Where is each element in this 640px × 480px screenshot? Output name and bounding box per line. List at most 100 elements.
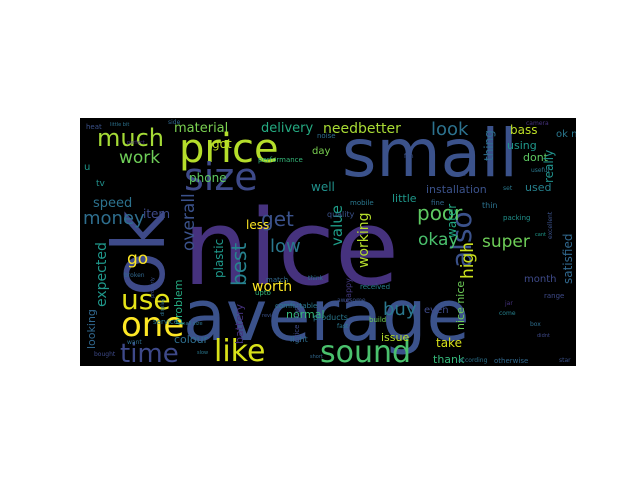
cloud-word: ok nice <box>556 129 576 140</box>
cloud-word: bought <box>94 351 116 358</box>
cloud-word: products <box>313 313 348 322</box>
cloud-word: slow <box>197 350 208 356</box>
cloud-word: received <box>360 283 390 291</box>
cloud-word: month <box>524 274 556 285</box>
cloud-word: also <box>445 211 478 268</box>
cloud-word: come <box>499 310 516 317</box>
cloud-word: thing <box>482 130 496 161</box>
cloud-word: item <box>143 207 170 221</box>
cloud-word: awesome <box>337 297 366 304</box>
cloud-word: use <box>121 283 171 316</box>
cloud-word: star <box>559 357 571 364</box>
cloud-word: okay <box>418 230 458 250</box>
cloud-word: really <box>542 150 556 183</box>
cloud-word: noise <box>317 132 336 140</box>
cloud-word: quality <box>327 210 355 219</box>
cloud-word: less <box>246 218 269 232</box>
cloud-word: build <box>369 316 386 324</box>
cloud-word: heat <box>86 123 102 131</box>
cloud-word: perfect <box>127 140 145 146</box>
cloud-word: looking <box>85 309 98 349</box>
cloud-word: little bit <box>110 122 129 128</box>
cloud-word: tv <box>96 179 106 189</box>
cloud-word: battery <box>233 303 246 344</box>
cloud-word: u <box>84 162 90 173</box>
cloud-word: upto <box>255 289 271 297</box>
cloud-word: time <box>120 339 179 366</box>
cloud-word: box <box>530 321 541 328</box>
cloud-word: fan <box>404 153 414 160</box>
cloud-word: mobile <box>350 199 374 207</box>
cloud-word: even <box>424 305 449 316</box>
cloud-word: ok <box>97 210 181 296</box>
cloud-word: much <box>97 124 164 152</box>
cloud-word: thin <box>482 201 498 210</box>
cloud-word: work <box>119 148 160 168</box>
cloud-word: go <box>127 249 148 269</box>
cloud-word: got <box>212 137 232 151</box>
cloud-word: jar <box>504 300 513 307</box>
cloud-word: want <box>127 339 142 346</box>
cloud-word: satisfied <box>561 234 575 284</box>
cloud-word: review <box>262 313 279 319</box>
cloud-word: look <box>431 119 469 140</box>
cloud-word: water <box>445 204 459 238</box>
cloud-word: buy <box>383 299 417 320</box>
cloud-word: poor <box>417 201 463 225</box>
cloud-word: useful <box>531 167 550 174</box>
cloud-word: phone <box>189 171 227 185</box>
cloud-word: used <box>525 181 551 194</box>
cloud-word: little <box>392 192 417 205</box>
cloud-word: comfortable <box>275 302 317 310</box>
cloud-word: happy <box>344 278 353 303</box>
cloud-word: packing <box>503 214 530 222</box>
cloud-word: value <box>328 205 346 246</box>
cloud-word: delivery <box>261 121 314 136</box>
cloud-word: high <box>458 242 478 279</box>
cloud-word: performance <box>258 156 303 164</box>
cloud-word: installation <box>426 183 487 196</box>
cloud-word: get <box>261 207 294 231</box>
cloud-word: fast <box>337 323 349 330</box>
cloud-word: low <box>270 236 301 257</box>
cloud-word: dont <box>523 151 549 164</box>
word-cloud: nice average small ok price size one use like sou… <box>80 118 576 366</box>
cloud-word: worth <box>252 279 292 295</box>
cloud-word: small size <box>178 321 203 327</box>
cloud-word: well <box>311 180 335 194</box>
cloud-word: take <box>436 336 462 350</box>
cloud-word: day <box>312 146 330 157</box>
cloud-word: average <box>183 275 470 357</box>
cloud-word: think <box>308 275 324 282</box>
cloud-word: using <box>507 139 537 152</box>
cloud-word: like <box>214 334 265 366</box>
cloud-word: working <box>356 212 372 268</box>
cloud-word: set <box>503 185 513 192</box>
cloud-word: speed <box>93 196 132 211</box>
cloud-word: according <box>458 357 488 364</box>
cloud-word: thank <box>433 353 465 366</box>
cloud-word: worst <box>452 172 466 178</box>
cloud-word: colour <box>174 333 209 346</box>
cloud-word: excellent <box>547 211 554 239</box>
cloud-word: sound <box>320 335 411 366</box>
cloud-word: camera <box>526 120 549 127</box>
cloud-word: match <box>266 276 288 284</box>
cloud-word: otherwise <box>494 357 528 365</box>
cloud-word: issue <box>381 331 409 344</box>
cloud-word: side <box>168 119 181 126</box>
cloud-word: display <box>160 298 166 316</box>
cloud-word: nice nice <box>454 281 467 330</box>
cloud-word: bass <box>510 123 537 137</box>
cloud-word: fine <box>431 199 444 207</box>
cloud-word: problem <box>172 279 185 325</box>
cloud-word: best <box>227 243 251 286</box>
cloud-word: broken <box>124 272 145 279</box>
cloud-word: expected <box>94 242 110 307</box>
cloud-word: needbetter <box>323 121 401 137</box>
cloud-word: one <box>121 305 184 345</box>
cloud-word: cant <box>535 232 546 238</box>
cloud-word: super <box>482 232 530 252</box>
